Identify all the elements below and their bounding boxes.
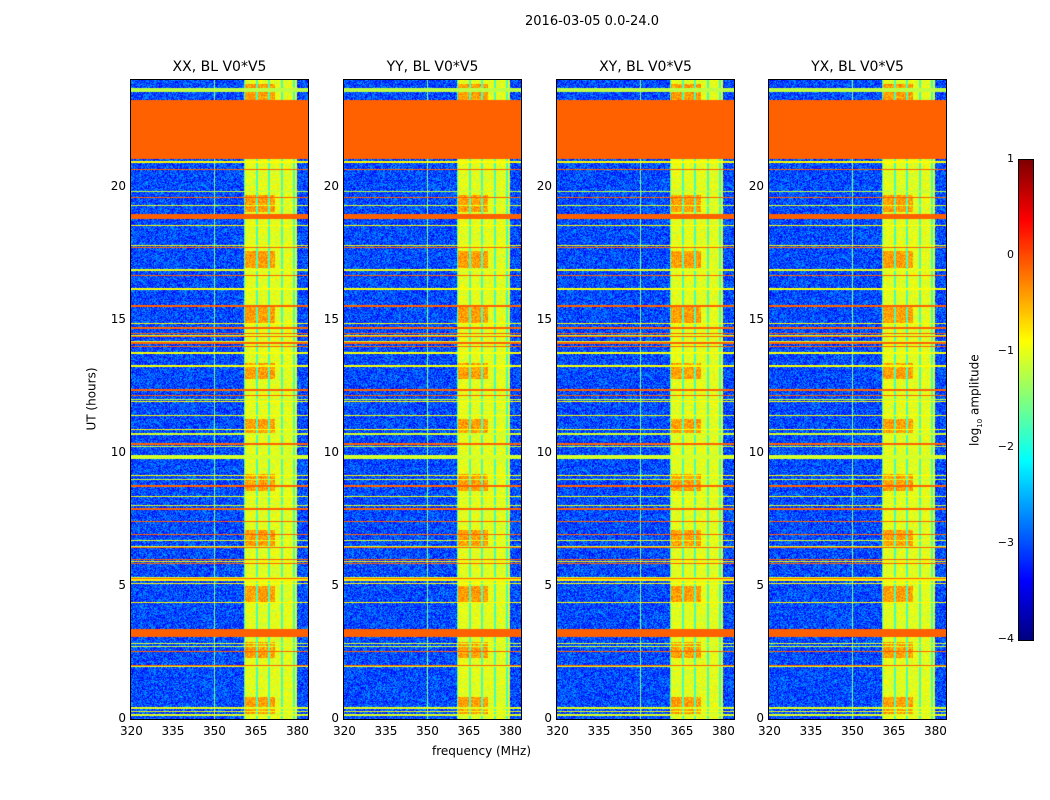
panel-title: YX, BL V0*V5 [811, 59, 904, 75]
y-tick-label: 5 [544, 577, 552, 592]
colorbar-tick-label: −1 [997, 344, 1014, 357]
y-axis-label: UT (hours) [84, 367, 99, 431]
colorbar-tick-label: 1 [1007, 152, 1014, 165]
x-tick-label: 380 [285, 724, 309, 738]
colorbar [1019, 160, 1033, 640]
y-tick-label: 0 [331, 711, 339, 725]
heatmap-1 [344, 80, 521, 719]
y-tick-label: 20 [323, 178, 339, 193]
y-tick-label: 5 [118, 577, 126, 592]
x-tick-label: 350 [840, 724, 864, 738]
y-tick-label: 15 [748, 311, 764, 326]
y-tick-label: 5 [331, 577, 339, 592]
x-tick-label: 380 [498, 724, 522, 738]
colorbar-tick-label: −4 [997, 632, 1014, 645]
x-tick-label: 350 [415, 724, 439, 738]
colorbar-tick-label: −2 [997, 440, 1014, 453]
x-tick-label: 380 [923, 724, 947, 738]
colorbar-label: log10 amplitude [967, 354, 985, 447]
y-tick-label: 20 [110, 178, 126, 193]
x-tick-label: 365 [244, 724, 268, 738]
figure-title: 2016-03-05 0.0-24.0 [525, 14, 659, 29]
y-tick-label: 20 [536, 178, 552, 193]
y-tick-label: 20 [748, 178, 764, 193]
x-tick-label: 365 [882, 724, 906, 738]
heatmap-2 [557, 80, 734, 719]
x-tick-label: 335 [161, 724, 185, 738]
x-tick-label: 335 [587, 724, 611, 738]
y-tick-label: 0 [118, 711, 126, 725]
y-tick-label: 5 [756, 577, 764, 592]
x-tick-label: 320 [120, 724, 143, 738]
y-tick-label: 10 [110, 444, 126, 459]
panel-title: XX, BL V0*V5 [172, 59, 267, 75]
y-tick-label: 0 [544, 711, 552, 725]
x-tick-label: 320 [758, 724, 781, 738]
x-tick-label: 335 [799, 724, 823, 738]
x-tick-label: 335 [374, 724, 398, 738]
y-tick-label: 10 [748, 444, 764, 459]
x-axis-label: frequency (MHz) [432, 744, 532, 758]
heatmap-0 [131, 80, 308, 719]
y-tick-label: 15 [323, 311, 339, 326]
x-tick-label: 350 [628, 724, 652, 738]
heatmap-3 [769, 80, 946, 719]
y-tick-label: 15 [110, 311, 126, 326]
x-tick-label: 350 [202, 724, 226, 738]
y-tick-label: 15 [536, 311, 552, 326]
panel-title: YY, BL V0*V5 [386, 59, 479, 75]
y-tick-label: 10 [323, 444, 339, 459]
panel-title: XY, BL V0*V5 [599, 59, 692, 75]
colorbar-tick-label: −3 [997, 536, 1014, 549]
colorbar-tick-label: 0 [1007, 248, 1014, 261]
x-tick-label: 365 [670, 724, 694, 738]
y-tick-label: 10 [536, 444, 552, 459]
x-tick-label: 320 [333, 724, 356, 738]
y-tick-label: 0 [756, 711, 764, 725]
x-tick-label: 380 [711, 724, 735, 738]
x-tick-label: 365 [457, 724, 481, 738]
x-tick-label: 320 [546, 724, 569, 738]
